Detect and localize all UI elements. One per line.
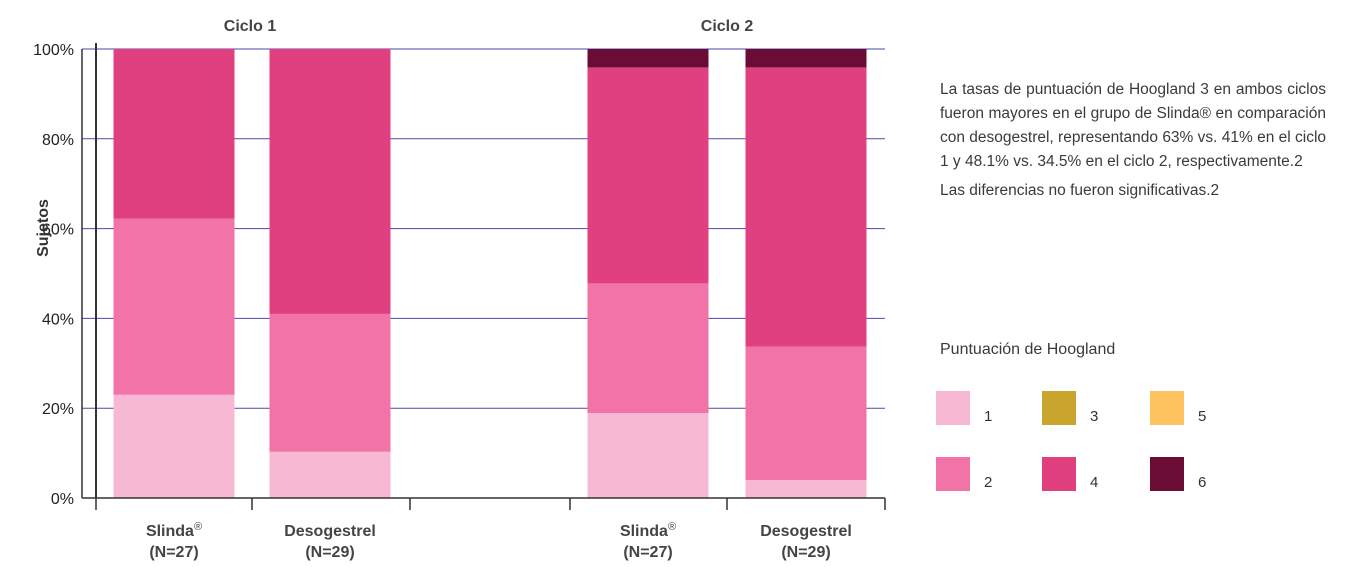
x-category-label-n: (N=27) [149, 544, 198, 561]
stacked-bar-chart: 0% 20% 40% 60% 80% 100% Sujetos Slinda® (N=27) De… [33, 18, 886, 561]
legend-label: 5 [1198, 408, 1207, 425]
x-category-label-n: (N=29) [305, 544, 354, 561]
legend-swatch [1042, 457, 1076, 491]
bar-segment-hoogland-1 [269, 451, 391, 498]
legend-swatch [936, 391, 970, 425]
y-tick-label: 100% [33, 42, 74, 59]
bar-segment-hoogland-2 [745, 346, 867, 481]
legend-swatch [1150, 391, 1184, 425]
y-tick-label: 0% [51, 491, 74, 508]
legend-swatch [1042, 391, 1076, 425]
bar-segment-hoogland-4 [269, 49, 391, 314]
panel-title: Ciclo 2 [701, 18, 754, 35]
x-category-label: Desogestrel [760, 523, 852, 540]
bar-segment-hoogland-6 [745, 49, 867, 68]
chart-notes: La tasas de puntuación de Hoogland 3 en … [940, 78, 1326, 208]
y-tick-label: 20% [42, 401, 74, 418]
legend-swatch [1150, 457, 1184, 491]
x-category-label-n: (N=29) [781, 544, 830, 561]
bar-segment-hoogland-4 [113, 49, 235, 219]
y-tick-label: 80% [42, 132, 74, 149]
legend-label: 1 [984, 408, 993, 425]
legend-label: 3 [1090, 408, 1099, 425]
legend-title: Puntuación de Hoogland [940, 341, 1116, 358]
x-category-label: Slinda® [620, 521, 676, 540]
x-category-label: Slinda® [146, 521, 202, 540]
y-tick-label: 60% [42, 222, 74, 239]
y-axis-label: Sujetos [35, 199, 52, 257]
bar-segment-hoogland-2 [587, 283, 709, 414]
bar-segment-hoogland-1 [113, 394, 235, 498]
panel-title: Ciclo 1 [224, 18, 277, 35]
x-category-label-n: (N=27) [623, 544, 672, 561]
bar-segment-hoogland-1 [587, 413, 709, 498]
bar-segment-hoogland-4 [587, 67, 709, 284]
legend-label: 6 [1198, 474, 1207, 491]
legend: 1 2 3 4 5 6 [936, 391, 1256, 511]
bar-segment-hoogland-2 [269, 313, 391, 452]
note-paragraph-2: Las diferencias no fueron significativas… [940, 182, 1220, 199]
x-category-label: Desogestrel [284, 523, 376, 540]
note-paragraph-1: La tasas de puntuación de Hoogland 3 en … [940, 81, 1327, 170]
y-tick-label: 40% [42, 311, 74, 328]
legend-swatch [936, 457, 970, 491]
legend-label: 4 [1090, 474, 1099, 491]
bar-segment-hoogland-6 [587, 49, 709, 68]
bar-segment-hoogland-1 [745, 480, 867, 498]
bar-segment-hoogland-2 [113, 218, 235, 395]
bar-segment-hoogland-4 [745, 67, 867, 347]
legend-label: 2 [984, 474, 993, 491]
